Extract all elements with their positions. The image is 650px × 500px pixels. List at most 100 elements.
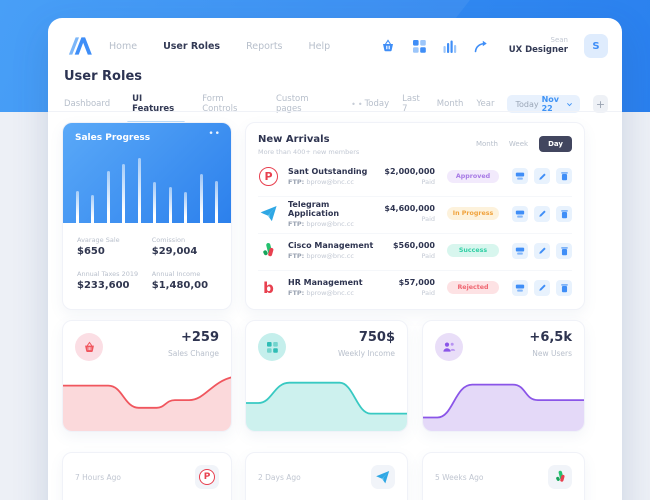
status-badge: In Progress [447, 207, 499, 220]
row-name: HR Management [288, 278, 363, 287]
filter-last7[interactable]: Last 7 [402, 94, 420, 114]
bar [106, 171, 110, 223]
filter-today[interactable]: Today [364, 99, 390, 109]
bar [184, 192, 188, 223]
nav-help[interactable]: Help [308, 40, 331, 52]
table-row[interactable]: Cisco Management FTP: bprow@bnc.cc $560,… [258, 233, 572, 267]
add-button[interactable]: + [592, 95, 608, 113]
stat-value: $233,600 [77, 280, 130, 291]
header-divider [48, 111, 622, 112]
chevron-down-icon [566, 102, 572, 106]
row-ftp: FTP: bprow@bnc.cc [288, 177, 354, 186]
activity-time: 7 Hours Ago [75, 472, 121, 482]
edit-pencil-icon[interactable] [534, 279, 550, 296]
print-icon[interactable] [512, 205, 528, 222]
delete-trash-icon[interactable] [556, 242, 572, 259]
apps-grid-icon[interactable] [412, 39, 427, 54]
bar [214, 181, 218, 223]
table-row[interactable]: P Sant Outstanding FTP: bprow@bnc.cc $2,… [258, 159, 572, 193]
bar [91, 195, 95, 223]
sales-stats: Avarage Sale $650 Comission $29,004 Annu… [77, 236, 223, 291]
b-letter-logo: b [263, 278, 274, 297]
activity-time: 5 Weeks Ago [435, 472, 484, 482]
user-info[interactable]: Sean UX Designer [509, 36, 568, 56]
logo-mark-icon [68, 37, 92, 55]
edit-pencil-icon[interactable] [534, 205, 550, 222]
period-tab-day[interactable]: Day [539, 136, 572, 152]
row-amount: $2,000,000 Paid [384, 166, 435, 186]
date-filters: Today Last 7 Month Year Today Nov 22 + [365, 94, 608, 114]
stat-label: Avarage Sale [77, 236, 120, 244]
user-role: UX Designer [508, 45, 568, 56]
stat-comission: Comission $29,004 [152, 236, 223, 257]
table-row[interactable]: b HR Management FTP: bprow@bnc.cc $57,00… [258, 270, 572, 304]
date-picker-value: Nov 22 [541, 95, 559, 113]
nav-reports[interactable]: Reports [246, 40, 283, 52]
p-circle-logo: P [195, 465, 219, 489]
new-arrivals-card: New Arrivals More than 400+ new members … [245, 122, 585, 310]
status-badge: Approved [447, 169, 499, 183]
app-header: Home User Roles Reports Help [66, 32, 608, 60]
tab-form-controls[interactable]: Form Controls [202, 94, 238, 114]
table-row[interactable]: Telegram Application FTP: bprow@bnc.cc $… [258, 196, 572, 230]
period-tab-month[interactable]: Month [475, 140, 498, 148]
sales-change-card: +259 Sales Change [62, 320, 232, 432]
sales-progress-chart: Sales Progress •• [63, 123, 231, 223]
delete-trash-icon[interactable] [556, 205, 572, 222]
stat-label: Comission [151, 236, 186, 244]
tab-custom-pages[interactable]: Custom pages [275, 94, 309, 114]
sales-change-value: +259 [180, 330, 219, 345]
weekly-income-card: 750$ Weekly Income [245, 320, 408, 432]
basket-icon[interactable] [381, 39, 396, 54]
activity-card[interactable]: 7 Hours Ago P Digital and Mobile's Bundl… [62, 452, 232, 500]
print-icon[interactable] [512, 168, 528, 184]
abstract-mark-logo [548, 465, 572, 489]
new-users-value: +6,5k [529, 330, 572, 345]
row-names: Telegram Application FTP: bprow@bnc.cc [288, 200, 377, 228]
tab-dashboard[interactable]: Dashboard [64, 99, 111, 109]
page-title: User Roles [64, 69, 142, 84]
row-amount: $560,000 Paid [392, 241, 435, 260]
users-icon [435, 333, 463, 361]
edit-pencil-icon[interactable] [534, 242, 550, 259]
tabs-more-dots[interactable]: •• [351, 99, 365, 109]
date-picker[interactable]: Today Nov 22 [507, 95, 580, 113]
nav-home[interactable]: Home [109, 40, 138, 52]
row-amount: $4,600,000 Paid [384, 204, 435, 223]
stat-annual-income: Annual Income $1,480,00 [152, 270, 223, 291]
activity-card[interactable]: 2 Days Ago Application Smart Watch Index [245, 452, 408, 500]
new-arrivals-title: New Arrivals [258, 134, 330, 145]
period-tab-week[interactable]: Week [508, 140, 529, 148]
row-ftp: FTP: bprow@bnc.cc [288, 289, 354, 297]
print-icon[interactable] [512, 242, 528, 259]
activity-card[interactable]: 5 Weeks Ago HR process Whole responsibil… [422, 452, 585, 500]
avatar[interactable]: S [584, 34, 608, 58]
date-picker-prefix: Today [515, 99, 539, 109]
telegram-logo [371, 465, 395, 489]
activity-time: 2 Days Ago [258, 472, 301, 482]
edit-pencil-icon[interactable] [534, 168, 550, 184]
delete-trash-icon[interactable] [556, 279, 572, 296]
app-logo[interactable] [66, 37, 93, 55]
delete-trash-icon[interactable] [556, 168, 572, 184]
nav-user-roles[interactable]: User Roles [163, 40, 221, 52]
new-arrivals-rows: P Sant Outstanding FTP: bprow@bnc.cc $2,… [258, 159, 572, 304]
send-arrow-icon[interactable] [474, 39, 489, 54]
filter-month[interactable]: Month [436, 99, 464, 109]
bar [122, 164, 126, 223]
print-icon[interactable] [512, 279, 528, 296]
row-name: Telegram Application [288, 199, 340, 218]
row-names: Cisco Management FTP: bprow@bnc.cc [288, 241, 377, 260]
bar [153, 182, 157, 223]
analytics-bars-icon[interactable] [443, 39, 458, 54]
row-actions [512, 242, 572, 259]
row-ftp: FTP: bprow@bnc.cc [288, 252, 354, 260]
row-name: Cisco Management [288, 241, 374, 250]
weekly-income-label: Weekly Income [337, 349, 395, 358]
apps-grid-icon [258, 333, 286, 361]
bar [76, 190, 79, 223]
row-names: Sant Outstanding FTP: bprow@bnc.cc [288, 167, 377, 186]
header-actions: Sean UX Designer S [381, 34, 608, 58]
filter-year[interactable]: Year [476, 99, 495, 109]
card-menu-dots[interactable]: •• [208, 129, 221, 139]
